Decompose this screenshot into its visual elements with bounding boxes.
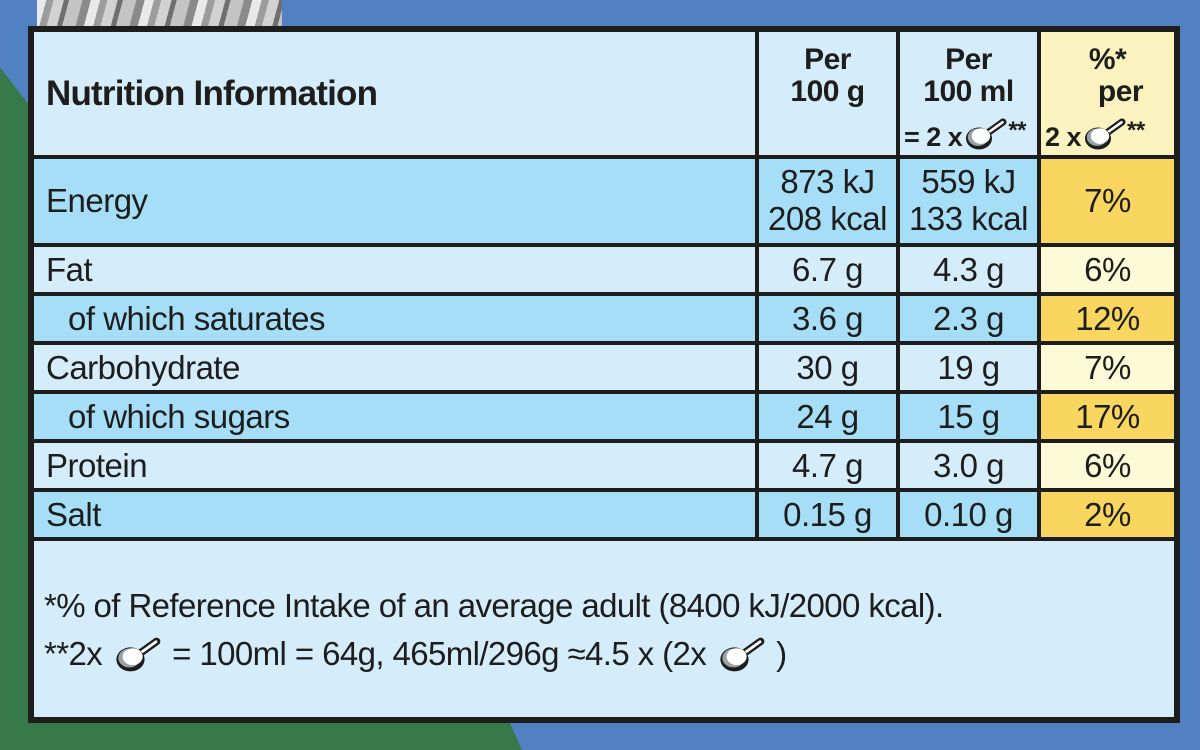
row-label: Protein (28, 439, 759, 492)
energy-kj-100g: 873 kJ (780, 163, 875, 201)
per-100g-line2: 100 g (790, 75, 865, 109)
ri-percent-value: 6% (1037, 439, 1180, 492)
table-row-protein: Protein 4.7 g 3.0 g 6% (28, 439, 1180, 492)
measuring-scoop-icon (1085, 118, 1126, 150)
energy-kj-100ml: 559 kJ (921, 163, 1016, 201)
row-label: Carbohydrate (28, 341, 759, 394)
per-100ml-line1: Per (945, 43, 992, 76)
measuring-scoop-icon (116, 637, 161, 671)
double-asterisk: ** (1008, 117, 1026, 144)
row-label: Salt (28, 488, 759, 541)
table-row-energy: Energy 873 kJ 208 kcal 559 kJ 133 kcal 7… (28, 155, 1180, 247)
footnote-2-mid: = 100ml = 64g, 465ml/296g ≈4.5 x (2x (172, 635, 707, 672)
energy-kcal-100g: 208 kcal (768, 200, 887, 237)
value-per-100g: 3.6 g (755, 292, 900, 345)
value-per-100ml: 15 g (896, 390, 1041, 443)
value-per-100ml: 2.3 g (896, 292, 1041, 345)
value-per-100g: 30 g (755, 341, 900, 394)
energy-kcal-100ml: 133 kcal (909, 200, 1028, 237)
value-per-100ml: 0.10 g (896, 488, 1041, 541)
footnote-reference-intake: *% of Reference Intake of an average adu… (44, 587, 1164, 625)
per-100ml-line2: 100 ml (923, 75, 1014, 109)
table-row-saturates: of which saturates 3.6 g 2.3 g 12% (28, 292, 1180, 345)
value-per-100g: 6.7 g (755, 243, 900, 296)
measuring-scoop-icon (720, 637, 765, 671)
value-per-100g: 873 kJ 208 kcal (755, 155, 900, 247)
footnote-1-text: *% of Reference Intake of an average adu… (44, 587, 944, 624)
per-100ml-equals-2x: = 2 x (904, 122, 963, 152)
footnote-scoop-equivalence: **2x = 100ml = 64g, 465ml/296g ≈4.5 x (2… (44, 635, 1164, 673)
ri-header-line1: %* (1088, 43, 1127, 76)
value-per-100g: 4.7 g (755, 439, 900, 492)
table-title: Nutrition Information (28, 26, 759, 159)
nutrition-table: Nutrition Information Per 100 g Per 100 … (28, 26, 1180, 723)
table-row-carbohydrate: Carbohydrate 30 g 19 g 7% (28, 341, 1180, 394)
value-per-100ml: 559 kJ 133 kcal (896, 155, 1041, 247)
ri-percent-value: 17% (1037, 390, 1180, 443)
table-row-salt: Salt 0.15 g 0.10 g 2% (28, 488, 1180, 541)
value-per-100ml: 19 g (896, 341, 1041, 394)
column-header-reference-intake: %* per 2 x ** (1037, 26, 1180, 159)
row-label: Energy (28, 155, 759, 247)
ri-header-2x: 2 x (1045, 122, 1082, 152)
footnotes-cell: *% of Reference Intake of an average adu… (28, 537, 1180, 723)
per-100g-line1: Per (804, 43, 851, 76)
ri-percent-value: 6% (1037, 243, 1180, 296)
footnote-row: *% of Reference Intake of an average adu… (28, 537, 1180, 723)
value-per-100ml: 4.3 g (896, 243, 1041, 296)
table-row-fat: Fat 6.7 g 4.3 g 6% (28, 243, 1180, 296)
measuring-scoop-icon (966, 118, 1007, 150)
double-asterisk: ** (1127, 117, 1145, 144)
ri-percent-value: 2% (1037, 488, 1180, 541)
footnote-2-prefix: **2x (44, 635, 103, 672)
table-row-sugars: of which sugars 24 g 15 g 17% (28, 390, 1180, 443)
column-header-per-100g: Per 100 g (755, 26, 900, 159)
footnote-2-suffix: ) (776, 635, 787, 672)
row-label: of which sugars (28, 390, 759, 443)
ri-percent-value: 7% (1037, 155, 1180, 247)
row-label: Fat (28, 243, 759, 296)
value-per-100g: 24 g (755, 390, 900, 443)
ri-header-line2: per (1097, 75, 1144, 109)
ri-percent-value: 12% (1037, 292, 1180, 345)
photo-fragment (37, 0, 282, 27)
value-per-100g: 0.15 g (755, 488, 900, 541)
column-header-per-100ml: Per 100 ml = 2 x ** (896, 26, 1041, 159)
ri-percent-value: 7% (1037, 341, 1180, 394)
value-per-100ml: 3.0 g (896, 439, 1041, 492)
row-label: of which saturates (28, 292, 759, 345)
header-row: Nutrition Information Per 100 g Per 100 … (28, 26, 1180, 159)
